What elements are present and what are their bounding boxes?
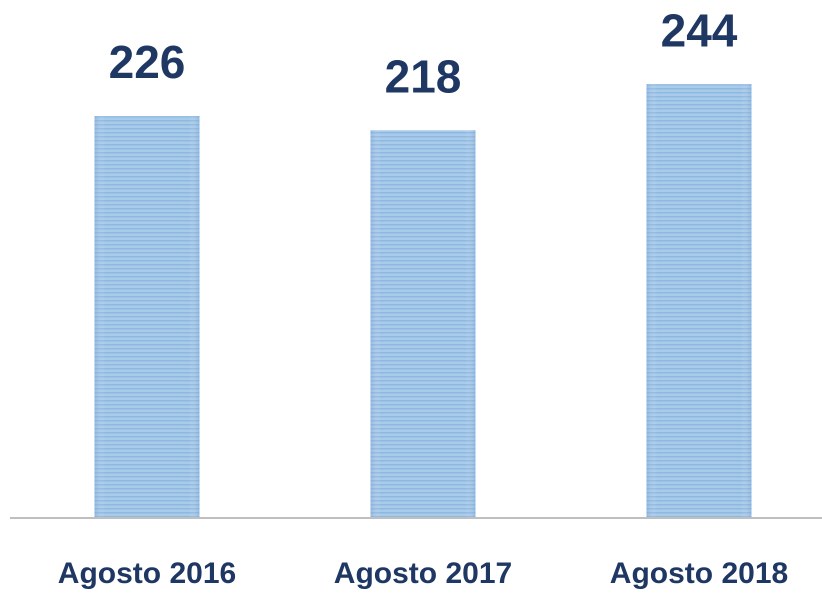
bar-shade [646,84,752,518]
x-tick-label: Agosto 2017 [334,557,512,590]
x-tick-label: Agosto 2016 [58,557,236,590]
value-label: 218 [385,50,462,102]
bar-shade [370,130,476,517]
value-label: 226 [109,36,186,88]
x-tick-label: Agosto 2018 [610,557,788,590]
value-label: 244 [661,4,738,56]
bar-shade [94,116,200,518]
